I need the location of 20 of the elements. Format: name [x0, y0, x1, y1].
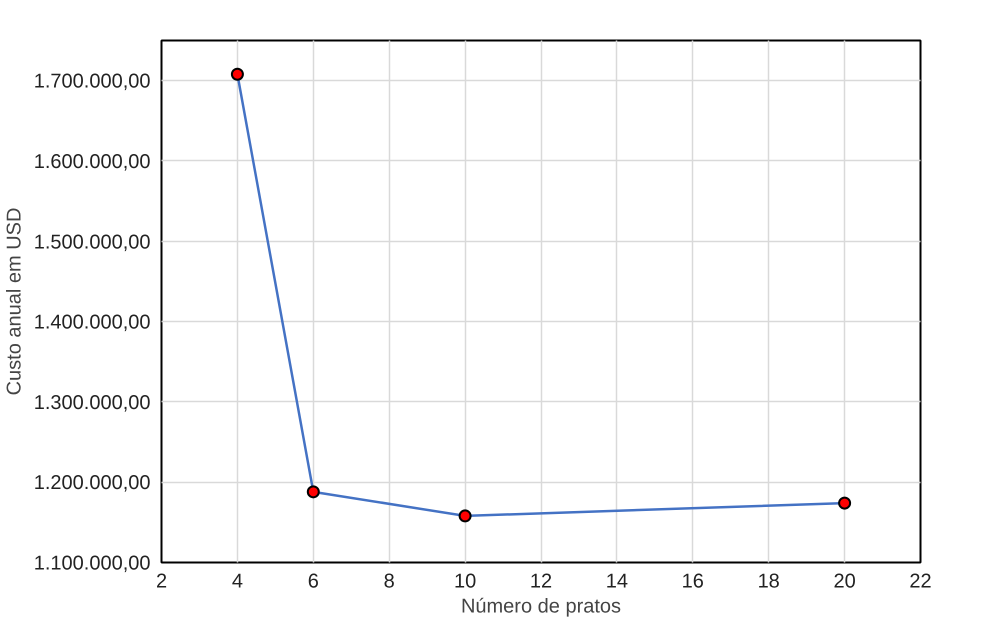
x-tick-label: 2	[156, 570, 168, 592]
x-tick-label: 20	[833, 570, 856, 592]
x-tick-label: 22	[909, 570, 932, 592]
x-tick-label: 6	[308, 570, 319, 592]
y-axis-title: Custo anual em USD	[4, 208, 26, 396]
y-tick-label: 1.600.000,00	[34, 150, 151, 173]
x-tick-label: 10	[454, 570, 476, 592]
x-tick-label: 18	[758, 570, 780, 592]
y-tick-label: 1.500.000,00	[34, 231, 151, 254]
y-tick-label: 1.700.000,00	[34, 70, 151, 93]
x-tick-label: 8	[384, 570, 395, 592]
x-tick-label: 12	[530, 570, 552, 592]
x-tick-label: 16	[682, 570, 704, 592]
x-axis-title: Número de pratos	[460, 596, 622, 618]
y-tick-label: 1.100.000,00	[34, 552, 151, 574]
y-tick-label: 1.400.000,00	[34, 312, 151, 334]
x-tick-label: 14	[606, 570, 628, 592]
y-tick-label: 1.300.000,00	[34, 392, 151, 414]
y-tick-label: 1.200.000,00	[34, 472, 151, 494]
x-tick-label: 4	[232, 570, 243, 592]
